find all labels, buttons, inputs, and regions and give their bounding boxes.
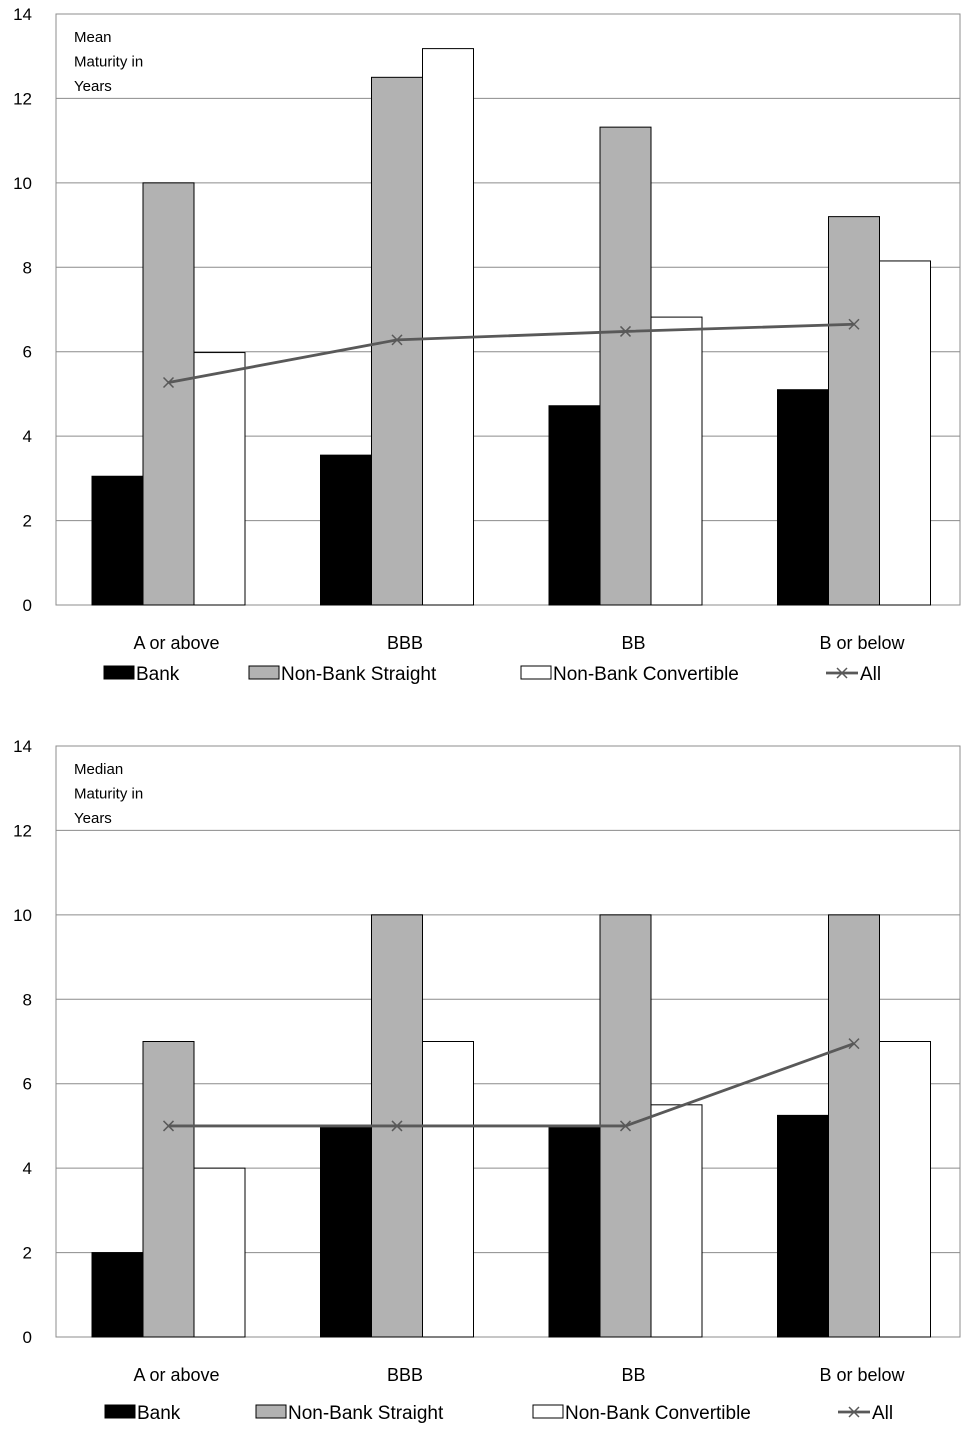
legend-label: All: [872, 1403, 893, 1424]
bar-bank: [777, 389, 829, 606]
annotation-line: Years: [74, 810, 112, 827]
marker-stroke: [848, 1038, 860, 1050]
legend-label: Bank: [137, 1403, 181, 1424]
marker-stroke: [391, 1120, 403, 1132]
legend-label: Non-Bank Convertible: [553, 664, 739, 685]
y-tick-label: 0: [23, 596, 32, 615]
bar-non-bank-convertible: [422, 1041, 474, 1338]
annotation-line: Median: [74, 761, 123, 778]
y-tick-label: 10: [13, 906, 32, 925]
y-tick-label: 10: [13, 174, 32, 193]
legend-swatch: [248, 665, 280, 680]
x-category-label: A or above: [133, 633, 219, 653]
x-category-label: B or below: [819, 1365, 905, 1385]
line-all: [168, 322, 855, 384]
marker-all: [619, 325, 632, 337]
y-tick-label: 12: [13, 821, 32, 840]
legend-swatch: [255, 1404, 287, 1419]
legend-label: All: [860, 664, 881, 685]
x-category-label: A or above: [133, 1365, 219, 1385]
marker-all: [848, 1038, 860, 1050]
x-category-label: BB: [621, 633, 645, 653]
bar-non-bank-straight: [142, 1041, 195, 1338]
chart-panel-1: 0 2 4 6 8 10 12 14 Mean Maturity in Years A or abov…: [13, 5, 961, 685]
marker-all: [391, 1120, 403, 1132]
y-tick-label: 4: [23, 427, 32, 446]
marker-all: [391, 334, 403, 346]
bar-non-bank-convertible: [650, 316, 703, 606]
y-tick-label: 0: [23, 1328, 32, 1347]
legend-label: Non-Bank Straight: [281, 664, 437, 685]
marker-all: [619, 1120, 632, 1132]
bar-bank: [91, 1252, 144, 1338]
legend-swatch: [104, 1404, 136, 1419]
x-category-label: BBB: [387, 633, 423, 653]
y-tick-label: 12: [13, 89, 32, 108]
legend-swatch: [532, 1404, 564, 1419]
annotation-line: Maturity in: [74, 54, 143, 71]
chart-panel-2: 0 2 4 6 8 10 12 14 Median Maturity in Years A or ab…: [13, 737, 961, 1424]
bar-bank: [320, 1125, 372, 1338]
annotation-line: Years: [74, 78, 112, 95]
bar-non-bank-convertible: [879, 260, 931, 606]
marker-all: [162, 1120, 175, 1132]
bar-non-bank-straight: [828, 216, 880, 606]
x-category-label: BB: [621, 1365, 645, 1385]
bar-non-bank-convertible: [650, 1104, 703, 1338]
legend-marker: [848, 1406, 860, 1418]
bar-bank: [91, 475, 144, 606]
line-all: [168, 1042, 855, 1128]
bar-bank: [548, 1125, 601, 1338]
marker-stroke: [162, 377, 175, 389]
marker-stroke: [619, 1120, 632, 1132]
bar-bank: [548, 405, 601, 606]
bar-bank: [320, 454, 372, 606]
legend-label: Non-Bank Straight: [288, 1403, 444, 1424]
y-tick-label: 8: [23, 258, 32, 277]
legend-swatch: [520, 665, 552, 680]
annotation-line: Maturity in: [74, 786, 143, 803]
y-tick-label: 14: [13, 737, 32, 756]
bar-bank: [777, 1114, 829, 1338]
bar-non-bank-convertible: [422, 48, 474, 606]
marker-stroke: [619, 325, 632, 337]
y-tick-label: 2: [23, 512, 32, 531]
legend-label: Bank: [136, 664, 180, 685]
y-tick-label: 6: [23, 343, 32, 362]
marker-stroke: [848, 318, 860, 330]
legend: Bank Non-Bank Straight Non-Bank Convertibl…: [103, 664, 881, 685]
y-tick-label: 6: [23, 1075, 32, 1094]
marker-all: [162, 377, 175, 389]
bar-non-bank-straight: [599, 126, 652, 606]
x-category-label: BBB: [387, 1365, 423, 1385]
bar-non-bank-convertible: [193, 1167, 246, 1338]
bar-non-bank-convertible: [879, 1041, 931, 1338]
y-tick-label: 2: [23, 1244, 32, 1263]
bar-non-bank-convertible: [193, 352, 246, 606]
y-tick-label: 8: [23, 990, 32, 1009]
plot-area: [55, 13, 961, 606]
annotation-line: Mean: [74, 29, 112, 46]
plot-area: [55, 745, 961, 1338]
legend-marker: [836, 667, 848, 679]
marker-stroke: [162, 1120, 175, 1132]
marker-stroke: [391, 334, 403, 346]
y-tick-label: 4: [23, 1159, 32, 1178]
marker-all: [848, 318, 860, 330]
y-tick-label: 14: [13, 5, 32, 24]
legend-swatch: [103, 665, 135, 680]
legend: Bank Non-Bank Straight Non-Bank Convertibl…: [104, 1403, 893, 1424]
legend-label: Non-Bank Convertible: [565, 1403, 751, 1424]
x-category-label: B or below: [819, 633, 905, 653]
bar-non-bank-straight: [828, 914, 880, 1338]
bar-non-bank-straight: [142, 182, 195, 606]
